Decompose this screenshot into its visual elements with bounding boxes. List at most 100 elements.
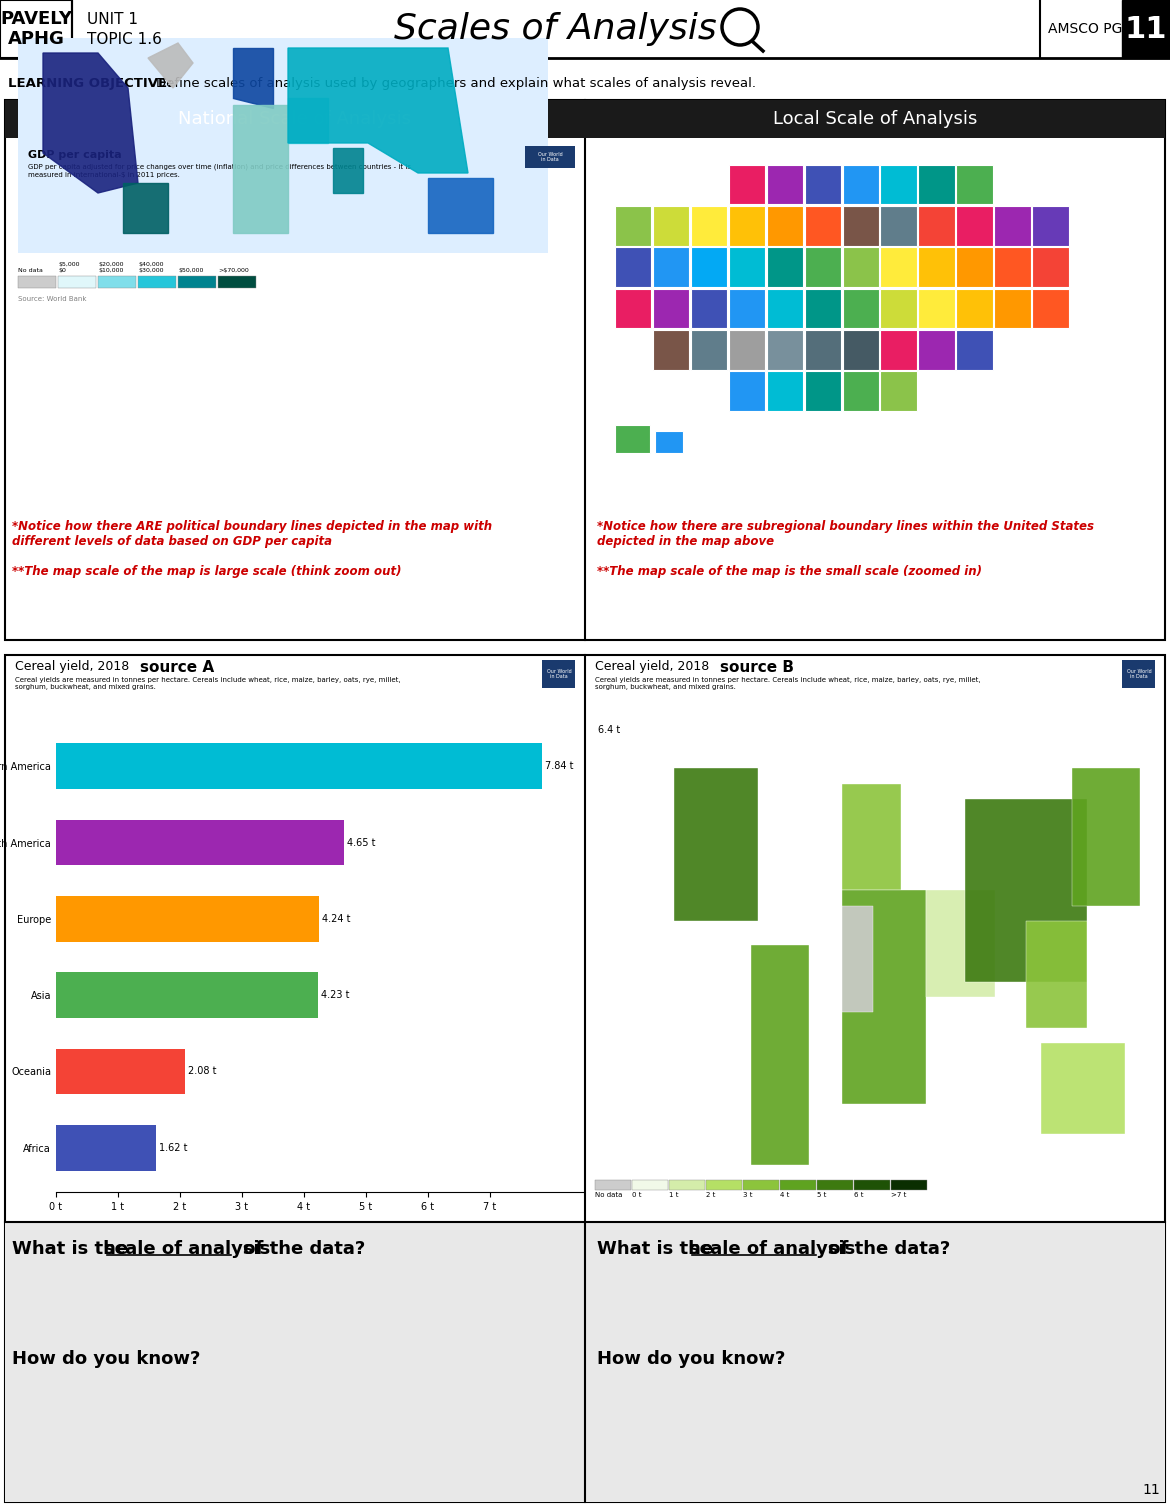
Bar: [615, 288, 652, 329]
Text: National Scale of Analysis: National Scale of Analysis: [179, 110, 412, 128]
Text: UNIT 1: UNIT 1: [87, 12, 138, 27]
Text: 2 t: 2 t: [706, 1192, 715, 1198]
Bar: [918, 247, 955, 286]
Bar: [525, 146, 574, 167]
Bar: [5, 656, 1165, 1502]
Bar: [56, 1124, 157, 1171]
Bar: [674, 769, 758, 921]
Bar: [842, 330, 879, 369]
Bar: [766, 206, 803, 246]
Bar: [918, 330, 955, 369]
Bar: [766, 288, 803, 329]
Text: **The map scale of the map is large scale (think zoom out): **The map scale of the map is large scal…: [12, 565, 401, 579]
Text: 3 t: 3 t: [743, 1192, 752, 1198]
Text: of the data?: of the data?: [238, 1240, 365, 1258]
Bar: [653, 330, 689, 369]
Bar: [751, 945, 808, 1165]
Text: Define scales of analysis used by geographers and explain what scales of analysi: Define scales of analysis used by geogra…: [156, 77, 756, 89]
Polygon shape: [147, 44, 193, 87]
Text: APHG: APHG: [7, 30, 64, 48]
Bar: [729, 206, 765, 246]
Bar: [842, 164, 879, 205]
Text: scale of analysis: scale of analysis: [104, 1240, 270, 1258]
Text: $5,000: $5,000: [58, 262, 80, 267]
Bar: [5, 1222, 585, 1502]
Bar: [615, 425, 651, 454]
Text: 1.62 t: 1.62 t: [159, 1142, 188, 1153]
Bar: [805, 288, 841, 329]
Bar: [743, 1180, 779, 1191]
Bar: [956, 164, 993, 205]
Text: >$70,000: >$70,000: [218, 268, 249, 273]
Text: $40,000: $40,000: [138, 262, 164, 267]
Text: 7.84 t: 7.84 t: [545, 761, 573, 772]
Bar: [842, 247, 879, 286]
Bar: [729, 164, 765, 205]
Bar: [56, 972, 318, 1019]
Text: 0 t: 0 t: [632, 1192, 641, 1198]
Bar: [5, 99, 1165, 640]
Bar: [918, 164, 955, 205]
Bar: [766, 371, 803, 411]
Text: Local Scale of Analysis: Local Scale of Analysis: [773, 110, 977, 128]
Text: Cereal yield, 2018: Cereal yield, 2018: [596, 660, 709, 674]
Polygon shape: [123, 182, 168, 234]
Text: scale of analysis: scale of analysis: [689, 1240, 855, 1258]
Bar: [842, 288, 879, 329]
Text: What is the: What is the: [12, 1240, 135, 1258]
Text: source A: source A: [140, 660, 214, 675]
Text: Cereal yield, 2018: Cereal yield, 2018: [15, 660, 129, 674]
Bar: [596, 1180, 631, 1191]
Bar: [817, 1180, 853, 1191]
Polygon shape: [288, 98, 328, 143]
Bar: [805, 371, 841, 411]
Bar: [18, 38, 548, 253]
Bar: [918, 206, 955, 246]
Bar: [729, 330, 765, 369]
Bar: [585, 1222, 1165, 1502]
Bar: [766, 247, 803, 286]
Text: Our World
in Data: Our World in Data: [538, 152, 563, 163]
Bar: [1041, 1043, 1126, 1135]
Polygon shape: [233, 48, 273, 109]
Bar: [881, 247, 917, 286]
Text: 6.4 t: 6.4 t: [598, 725, 620, 735]
Text: 1 t: 1 t: [669, 1192, 679, 1198]
Text: of the data?: of the data?: [823, 1240, 950, 1258]
Bar: [1122, 660, 1155, 689]
Bar: [729, 247, 765, 286]
Bar: [881, 330, 917, 369]
Text: PAVELY: PAVELY: [0, 11, 73, 29]
Text: $50,000: $50,000: [178, 268, 204, 273]
Bar: [1122, 0, 1170, 57]
Text: AMSCO PGS: 17-18: AMSCO PGS: 17-18: [1048, 23, 1170, 36]
Bar: [729, 371, 765, 411]
Bar: [653, 288, 689, 329]
Bar: [805, 164, 841, 205]
Bar: [138, 276, 176, 288]
Text: 4.23 t: 4.23 t: [321, 990, 350, 1001]
Bar: [956, 288, 993, 329]
Bar: [600, 148, 1155, 458]
Bar: [690, 247, 728, 286]
Bar: [780, 1180, 815, 1191]
Text: Cereal yields are measured in tonnes per hectare. Cereals include wheat, rice, m: Cereal yields are measured in tonnes per…: [596, 677, 980, 690]
Bar: [655, 431, 683, 454]
Polygon shape: [43, 53, 138, 193]
Text: GDP per capita: GDP per capita: [28, 151, 122, 160]
Bar: [18, 276, 56, 288]
Bar: [0, 0, 73, 57]
Text: Scales of Analysis: Scales of Analysis: [393, 12, 716, 47]
Bar: [881, 206, 917, 246]
Text: Our World
in Data: Our World in Data: [546, 669, 571, 680]
Text: 4.65 t: 4.65 t: [347, 838, 376, 847]
Text: 5 t: 5 t: [817, 1192, 826, 1198]
Bar: [56, 897, 318, 942]
Bar: [690, 288, 728, 329]
Bar: [766, 330, 803, 369]
Bar: [956, 247, 993, 286]
Bar: [690, 206, 728, 246]
Bar: [766, 164, 803, 205]
Polygon shape: [288, 48, 468, 173]
Text: 11: 11: [1124, 15, 1168, 44]
